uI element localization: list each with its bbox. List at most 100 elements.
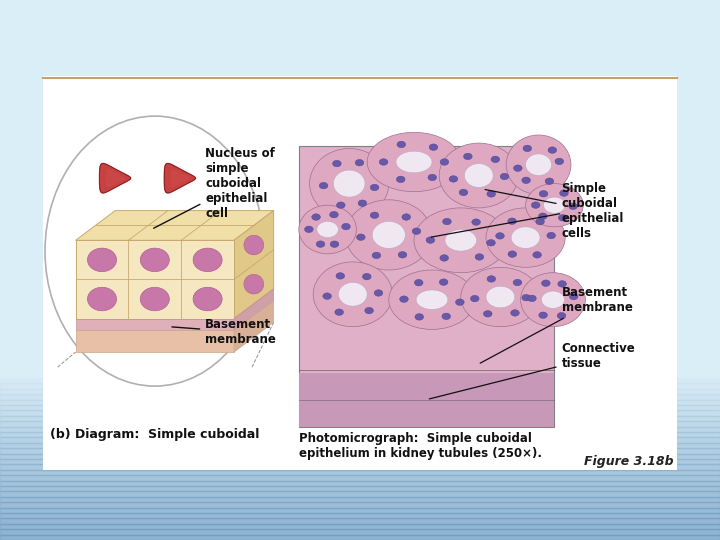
Bar — [0, 486, 720, 491]
Bar — [0, 108, 720, 113]
Bar — [0, 497, 720, 502]
Bar — [0, 32, 720, 38]
Ellipse shape — [495, 233, 504, 239]
Ellipse shape — [470, 295, 479, 302]
Bar — [0, 362, 720, 367]
Bar — [0, 157, 720, 162]
Text: Nucleus of
simple
cuboidal
epithelial
cell: Nucleus of simple cuboidal epithelial ce… — [153, 147, 275, 228]
Bar — [0, 292, 720, 297]
Bar — [0, 367, 720, 373]
Ellipse shape — [539, 191, 548, 197]
Ellipse shape — [346, 200, 432, 270]
Ellipse shape — [510, 309, 519, 316]
Polygon shape — [234, 211, 274, 319]
Bar — [0, 513, 720, 518]
Bar — [0, 448, 720, 454]
Ellipse shape — [372, 221, 405, 248]
Bar — [0, 113, 720, 119]
Ellipse shape — [374, 290, 383, 296]
Bar — [0, 427, 720, 432]
Bar — [0, 22, 720, 27]
Bar — [0, 443, 720, 448]
Bar — [0, 470, 720, 475]
Bar — [0, 400, 720, 405]
Bar — [299, 146, 554, 427]
Ellipse shape — [244, 274, 264, 294]
Ellipse shape — [389, 270, 475, 329]
Ellipse shape — [193, 248, 222, 272]
Bar — [0, 389, 720, 394]
Ellipse shape — [310, 148, 389, 219]
Ellipse shape — [508, 218, 516, 225]
Bar — [0, 297, 720, 302]
Bar — [0, 11, 720, 16]
Bar — [0, 259, 720, 265]
Bar — [0, 232, 720, 238]
Bar — [0, 405, 720, 410]
Polygon shape — [107, 170, 123, 186]
Bar — [0, 270, 720, 275]
Bar — [0, 340, 720, 346]
Ellipse shape — [539, 213, 547, 219]
Ellipse shape — [415, 279, 423, 286]
Bar — [0, 335, 720, 340]
Ellipse shape — [522, 294, 531, 301]
Bar — [0, 421, 720, 427]
Bar — [0, 86, 720, 92]
Bar — [0, 508, 720, 513]
Ellipse shape — [365, 307, 374, 314]
Ellipse shape — [526, 154, 552, 176]
Ellipse shape — [400, 296, 408, 302]
Bar — [0, 491, 720, 497]
Bar — [0, 281, 720, 286]
Ellipse shape — [414, 208, 508, 273]
Bar — [0, 481, 720, 486]
Bar — [0, 459, 720, 464]
Bar — [0, 243, 720, 248]
Text: Connective
tissue: Connective tissue — [429, 342, 635, 399]
Bar — [0, 502, 720, 508]
Bar — [0, 437, 720, 443]
Bar — [0, 103, 720, 108]
Bar — [0, 448, 720, 454]
Ellipse shape — [88, 287, 117, 311]
Bar — [0, 130, 720, 135]
Ellipse shape — [559, 214, 567, 221]
Ellipse shape — [426, 237, 435, 244]
Bar — [0, 205, 720, 211]
Ellipse shape — [531, 202, 540, 208]
Text: Figure 3.18b: Figure 3.18b — [584, 455, 673, 468]
Text: Simple
cuboidal
epithelial
cells: Simple cuboidal epithelial cells — [485, 181, 624, 240]
Bar — [0, 416, 720, 421]
Bar — [0, 373, 720, 378]
Ellipse shape — [319, 183, 328, 189]
Ellipse shape — [356, 234, 365, 240]
Bar — [0, 275, 720, 281]
Bar — [0, 351, 720, 356]
Bar — [0, 254, 720, 259]
Bar — [0, 529, 720, 535]
Ellipse shape — [316, 241, 325, 247]
Ellipse shape — [536, 218, 544, 225]
Ellipse shape — [415, 314, 423, 320]
Bar — [0, 319, 720, 324]
Text: (b) Diagram:  Simple cuboidal: (b) Diagram: Simple cuboidal — [50, 428, 260, 441]
Bar — [0, 508, 720, 513]
Ellipse shape — [541, 291, 564, 308]
Bar — [0, 16, 720, 22]
Ellipse shape — [486, 286, 515, 308]
Bar — [0, 535, 720, 540]
Ellipse shape — [523, 145, 531, 152]
Ellipse shape — [559, 190, 568, 197]
Bar — [0, 70, 720, 76]
Bar — [0, 524, 720, 529]
Bar — [0, 313, 720, 319]
Ellipse shape — [528, 295, 536, 302]
Ellipse shape — [416, 290, 448, 309]
Ellipse shape — [522, 177, 531, 184]
Bar — [0, 189, 720, 194]
Bar — [0, 65, 720, 70]
Ellipse shape — [312, 214, 320, 220]
Ellipse shape — [244, 235, 264, 255]
Ellipse shape — [335, 309, 343, 315]
